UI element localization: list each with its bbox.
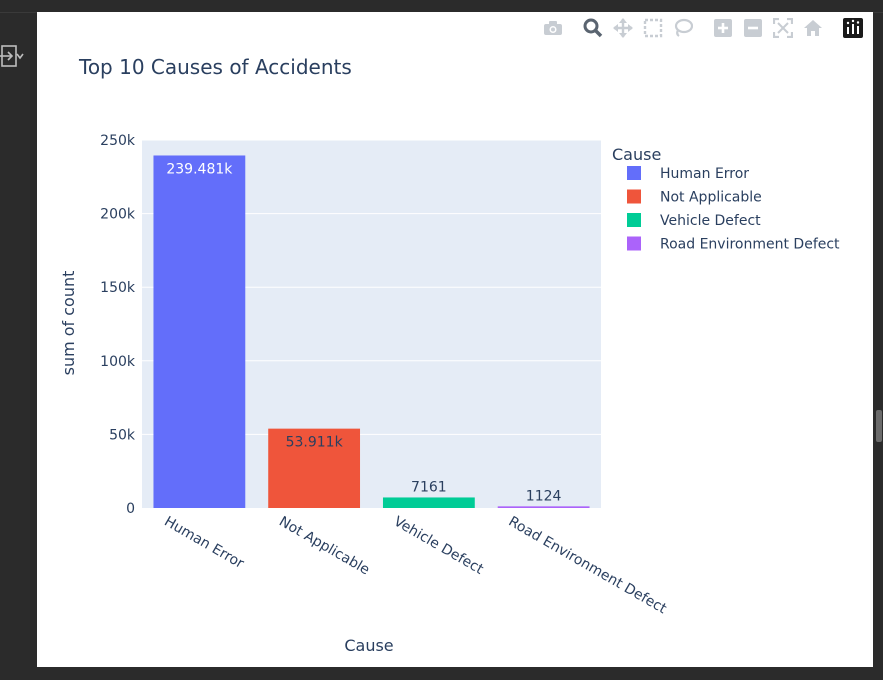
- zoom-out-icon[interactable]: [742, 17, 764, 39]
- bar-chart: Top 10 Causes of Accidents 239.481k 53.91…: [59, 55, 840, 655]
- zoom-icon[interactable]: [582, 17, 604, 39]
- x-axis-title: Cause: [344, 636, 393, 655]
- bar[interactable]: [382, 497, 475, 508]
- zoom-in-icon[interactable]: [712, 17, 734, 39]
- bar-data-label: 7161: [411, 479, 447, 495]
- y-axis-title: sum of count: [59, 271, 78, 376]
- bar-data-label: 239.481k: [166, 161, 233, 177]
- camera-icon[interactable]: [542, 17, 564, 39]
- plot-output-panel: Top 10 Causes of Accidents 239.481k 53.91…: [37, 12, 873, 667]
- window-bottom-strip: [0, 667, 883, 680]
- plotly-logo-icon[interactable]: [842, 17, 864, 39]
- y-tick-label: 0: [126, 501, 135, 517]
- y-tick-label: 200k: [100, 207, 136, 223]
- y-tick-label: 150k: [100, 280, 136, 296]
- x-tick-label: Vehicle Defect: [391, 514, 487, 578]
- legend-entry[interactable]: Road Environment Defect: [660, 237, 840, 253]
- legend-swatch[interactable]: [627, 236, 641, 251]
- legend-swatch[interactable]: [627, 166, 641, 180]
- lasso-icon[interactable]: [672, 17, 694, 39]
- home-icon[interactable]: [802, 17, 824, 39]
- y-tick-label: 250k: [100, 133, 136, 149]
- x-tick-label: Not Applicable: [276, 514, 372, 579]
- legend-entry[interactable]: Not Applicable: [660, 190, 762, 206]
- expand-input-icon[interactable]: [0, 40, 28, 74]
- modebar: [542, 16, 872, 40]
- legend-swatch[interactable]: [627, 189, 641, 204]
- legend-entry[interactable]: Human Error: [660, 166, 749, 182]
- bar[interactable]: [268, 428, 361, 508]
- bar-data-label: 53.911k: [286, 435, 344, 451]
- bar[interactable]: [497, 506, 590, 508]
- legend: Cause Human Error Not Applicable Vehicle D…: [612, 145, 840, 253]
- bar[interactable]: [153, 155, 246, 509]
- x-tick-label: Human Error: [161, 514, 246, 573]
- legend-swatch[interactable]: [627, 213, 641, 227]
- pan-icon[interactable]: [612, 17, 634, 39]
- y-tick-label: 100k: [100, 354, 136, 370]
- chart-title: Top 10 Causes of Accidents: [78, 55, 352, 79]
- box-select-icon[interactable]: [642, 17, 664, 39]
- legend-entry[interactable]: Vehicle Defect: [660, 213, 761, 229]
- scrollbar-thumb[interactable]: [876, 410, 882, 442]
- autoscale-icon[interactable]: [772, 17, 794, 39]
- legend-title: Cause: [612, 145, 661, 164]
- y-tick-label: 50k: [109, 427, 136, 443]
- x-tick-label: Road Environment Defect: [506, 514, 670, 618]
- bar-data-label: 1124: [526, 488, 562, 504]
